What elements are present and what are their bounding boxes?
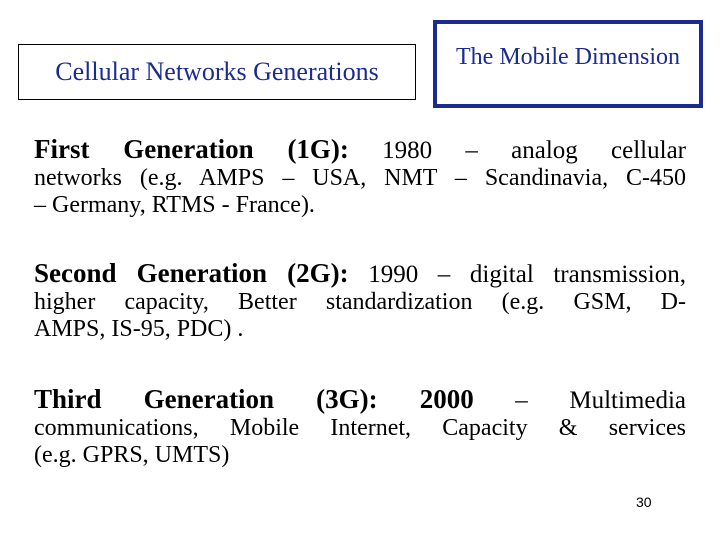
slide-title: Cellular Networks Generations — [18, 44, 416, 100]
generation-2g-line1: Second Generation (2G): 1990 – digital t… — [34, 258, 686, 289]
page-number: 30 — [636, 494, 652, 510]
generation-1g-line3: – Germany, RTMS - France). — [34, 192, 315, 218]
generation-2g-line3: AMPS, IS-95, PDC) . — [34, 316, 244, 342]
generation-1g: First Generation (1G): 1980 – analog cel… — [34, 134, 686, 219]
section-label: The Mobile Dimension — [433, 20, 703, 108]
generation-2g: Second Generation (2G): 1990 – digital t… — [34, 258, 686, 343]
generation-1g-label: First Generation (1G): — [34, 134, 349, 164]
generation-2g-line2: higher capacity, Better standardization … — [34, 289, 686, 315]
section-label-text: The Mobile Dimension — [456, 44, 680, 70]
generation-1g-line2: networks (e.g. AMPS – USA, NMT – Scandin… — [34, 165, 686, 191]
generation-3g-line1: Third Generation (3G): 2000 – Multimedia — [34, 384, 686, 415]
generation-2g-summary: 1990 – digital transmission, — [348, 261, 686, 288]
generation-1g-summary: 1980 – analog cellular — [348, 137, 686, 164]
generation-3g-label: Third Generation (3G): 2000 — [34, 384, 474, 414]
generation-3g-summary: – Multimedia — [473, 387, 686, 414]
generation-3g-line3: (e.g. GPRS, UMTS) — [34, 442, 230, 468]
slide-title-text: Cellular Networks Generations — [55, 57, 379, 86]
generation-2g-label: Second Generation (2G): — [34, 258, 349, 288]
generation-1g-line1: First Generation (1G): 1980 – analog cel… — [34, 134, 686, 165]
generation-3g-line2: communications, Mobile Internet, Capacit… — [34, 415, 686, 441]
generation-3g: Third Generation (3G): 2000 – Multimedia… — [34, 384, 686, 469]
